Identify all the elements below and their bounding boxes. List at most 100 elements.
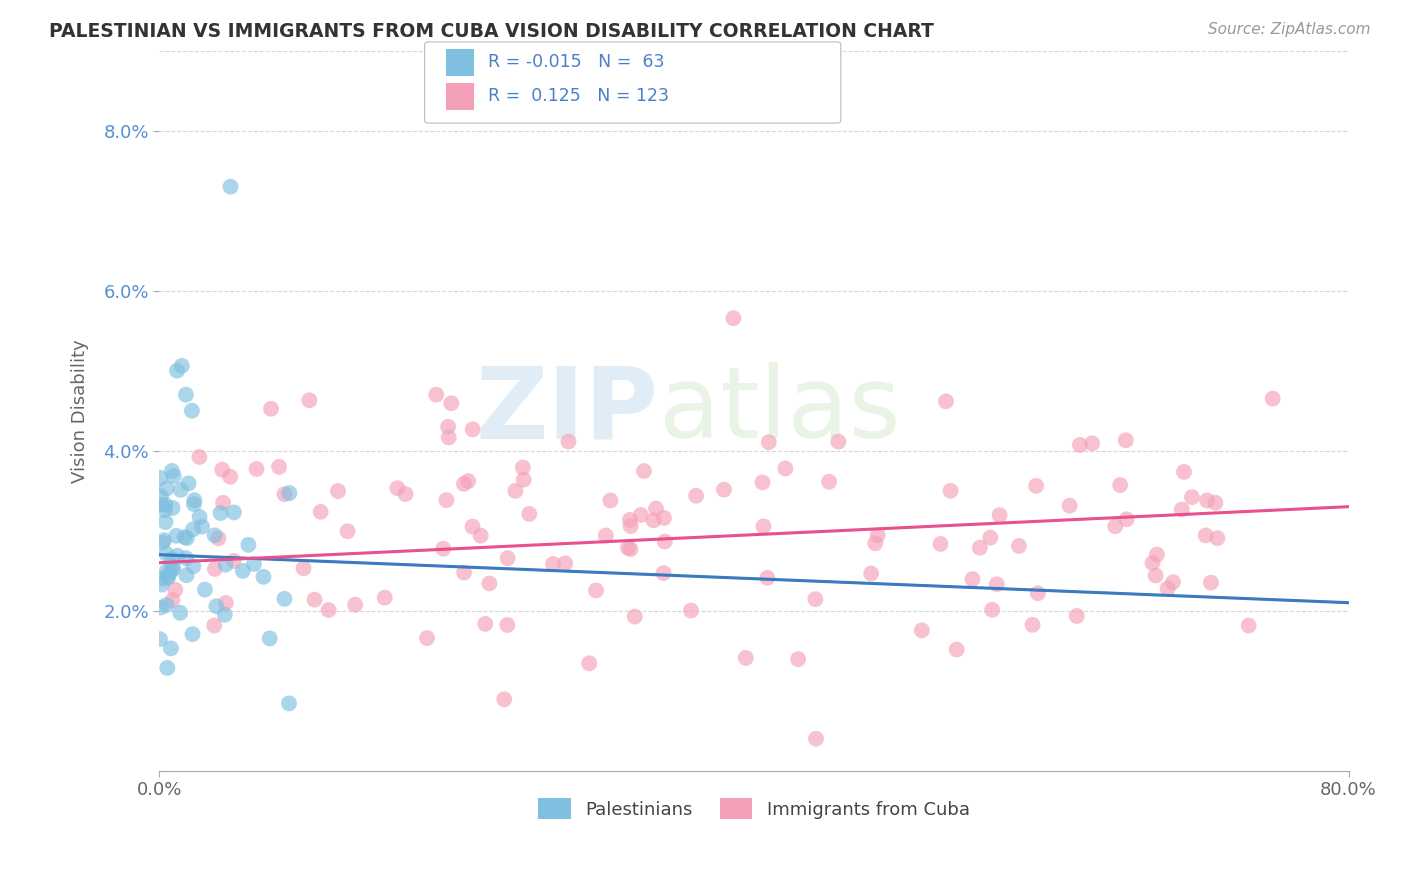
- Point: [150, 577, 173, 591]
- Point: [394, 487, 416, 501]
- Y-axis label: Vision Disability: Vision Disability: [72, 339, 89, 483]
- Point: [174, 551, 197, 566]
- Point: [979, 531, 1001, 545]
- Point: [633, 464, 655, 478]
- Point: [163, 469, 186, 483]
- Point: [153, 503, 176, 517]
- Point: [278, 697, 301, 711]
- Point: [496, 618, 519, 632]
- Point: [723, 311, 745, 326]
- Point: [630, 508, 652, 522]
- Point: [679, 603, 702, 617]
- Point: [494, 692, 516, 706]
- Point: [160, 552, 183, 566]
- Point: [162, 562, 184, 576]
- Point: [911, 624, 934, 638]
- Point: [1008, 539, 1031, 553]
- Point: [326, 484, 349, 499]
- Point: [470, 528, 492, 542]
- Point: [160, 641, 183, 656]
- Point: [437, 430, 460, 444]
- Point: [183, 559, 205, 574]
- Text: R =  0.125   N = 123: R = 0.125 N = 123: [488, 87, 669, 105]
- Point: [1199, 575, 1222, 590]
- Point: [191, 519, 214, 533]
- Point: [578, 657, 600, 671]
- Point: [149, 489, 172, 503]
- Point: [654, 534, 676, 549]
- Point: [752, 519, 775, 533]
- Point: [775, 461, 797, 475]
- Point: [176, 568, 198, 582]
- Point: [865, 536, 887, 550]
- Point: [188, 450, 211, 464]
- Point: [156, 564, 179, 578]
- Point: [432, 541, 454, 556]
- Point: [457, 474, 479, 488]
- Point: [1144, 568, 1167, 582]
- Point: [156, 482, 179, 496]
- Point: [214, 558, 236, 572]
- Point: [787, 652, 810, 666]
- Point: [1069, 438, 1091, 452]
- Point: [866, 528, 889, 542]
- Point: [159, 565, 181, 579]
- Point: [211, 463, 233, 477]
- Point: [149, 632, 172, 647]
- Point: [437, 419, 460, 434]
- Point: [273, 487, 295, 501]
- Point: [153, 533, 176, 548]
- Point: [734, 651, 756, 665]
- Point: [512, 460, 534, 475]
- Point: [1173, 465, 1195, 479]
- Point: [205, 599, 228, 614]
- Text: atlas: atlas: [659, 362, 900, 459]
- Point: [214, 607, 236, 622]
- Point: [935, 394, 957, 409]
- Point: [194, 582, 217, 597]
- Point: [1181, 490, 1204, 504]
- Point: [969, 541, 991, 555]
- Point: [155, 498, 177, 512]
- Point: [453, 566, 475, 580]
- Point: [222, 505, 245, 519]
- Point: [273, 591, 295, 606]
- Point: [155, 547, 177, 561]
- Point: [188, 510, 211, 524]
- Point: [219, 470, 242, 484]
- Point: [505, 483, 527, 498]
- Point: [212, 496, 235, 510]
- Point: [181, 627, 204, 641]
- Point: [204, 528, 226, 542]
- Point: [207, 531, 229, 545]
- Point: [149, 600, 172, 615]
- Legend: Palestinians, Immigrants from Cuba: Palestinians, Immigrants from Cuba: [531, 791, 977, 827]
- Point: [478, 576, 501, 591]
- Point: [156, 570, 179, 584]
- Point: [1021, 617, 1043, 632]
- Point: [988, 508, 1011, 523]
- Point: [929, 537, 952, 551]
- Point: [962, 572, 984, 586]
- Point: [652, 566, 675, 580]
- Text: R = -0.015   N =  63: R = -0.015 N = 63: [488, 54, 665, 71]
- Point: [165, 582, 187, 597]
- Point: [222, 554, 245, 568]
- Point: [713, 483, 735, 497]
- Point: [219, 179, 242, 194]
- Point: [818, 475, 841, 489]
- Point: [685, 489, 707, 503]
- Point: [344, 598, 367, 612]
- Text: PALESTINIAN VS IMMIGRANTS FROM CUBA VISION DISABILITY CORRELATION CHART: PALESTINIAN VS IMMIGRANTS FROM CUBA VISI…: [49, 22, 934, 41]
- Point: [278, 486, 301, 500]
- Point: [183, 493, 205, 508]
- Point: [173, 530, 195, 544]
- Point: [387, 481, 409, 495]
- Point: [181, 522, 204, 536]
- Point: [238, 538, 260, 552]
- Point: [1026, 586, 1049, 600]
- Point: [827, 434, 849, 449]
- Point: [156, 598, 179, 612]
- Point: [1206, 531, 1229, 545]
- Point: [416, 631, 439, 645]
